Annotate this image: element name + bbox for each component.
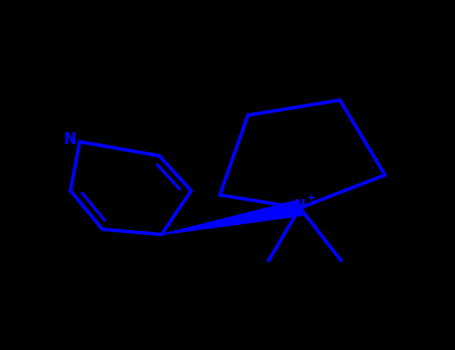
Text: N: N <box>63 133 76 147</box>
Polygon shape <box>162 201 302 234</box>
Text: N: N <box>294 198 306 212</box>
Text: +: + <box>307 193 316 203</box>
